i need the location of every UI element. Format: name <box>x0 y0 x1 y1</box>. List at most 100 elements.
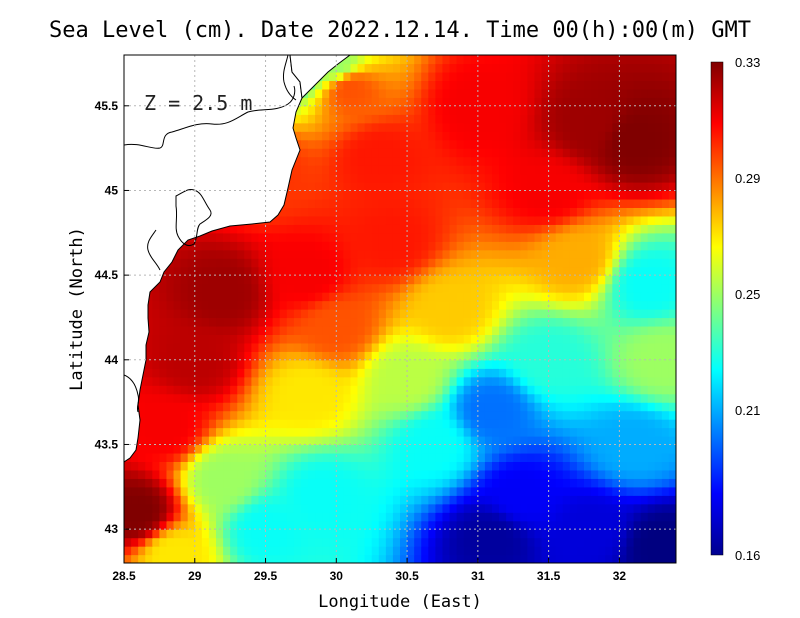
field-cell <box>562 55 571 65</box>
field-cell <box>527 478 536 488</box>
field-cell <box>336 317 344 327</box>
field-cell <box>392 190 401 200</box>
field-cell <box>668 427 676 437</box>
field-cell <box>654 452 663 462</box>
field-cell <box>654 190 663 200</box>
field-cell <box>180 436 189 446</box>
field-cell <box>293 376 302 386</box>
field-cell <box>286 207 295 217</box>
field-cell <box>315 241 323 251</box>
field-cell <box>435 182 444 192</box>
field-cell <box>265 224 274 234</box>
field-cell <box>562 469 571 479</box>
field-cell <box>201 292 210 302</box>
field-cell <box>541 503 550 513</box>
field-cell <box>350 469 359 479</box>
field-cell <box>201 436 210 446</box>
field-cell <box>456 105 465 115</box>
field-cell <box>308 283 316 293</box>
field-cell <box>357 385 366 395</box>
field-cell <box>308 173 316 183</box>
field-cell <box>145 461 153 471</box>
field-cell <box>463 114 472 124</box>
field-cell <box>173 410 182 420</box>
field-cell <box>308 190 316 200</box>
field-cell <box>251 342 260 352</box>
field-cell <box>506 469 514 479</box>
field-cell <box>506 232 514 242</box>
field-cell <box>343 368 352 378</box>
field-cell <box>329 71 337 81</box>
field-cell <box>343 503 352 513</box>
field-cell <box>442 198 451 208</box>
field-cell <box>626 520 635 530</box>
field-cell <box>477 224 486 234</box>
field-cell <box>463 427 472 437</box>
field-cell <box>208 325 217 335</box>
field-cell <box>407 198 415 208</box>
field-cell <box>449 241 458 251</box>
field-cell <box>329 402 337 412</box>
field-cell <box>315 317 323 327</box>
field-cell <box>180 427 189 437</box>
field-cell <box>584 80 592 90</box>
field-cell <box>194 461 203 471</box>
field-cell <box>322 114 330 124</box>
field-cell <box>654 503 663 513</box>
field-cell <box>591 385 599 395</box>
x-tick-label: 29 <box>188 569 202 583</box>
field-cell <box>584 452 592 462</box>
field-cell <box>513 207 521 217</box>
field-cell <box>668 402 676 412</box>
field-cell <box>138 385 146 395</box>
field-cell <box>548 105 557 115</box>
field-cell <box>541 461 550 471</box>
field-cell <box>612 156 620 166</box>
field-cell <box>668 469 676 479</box>
field-cell <box>173 334 182 344</box>
field-cell <box>308 300 316 310</box>
field-cell <box>322 351 330 361</box>
field-cell <box>555 495 564 505</box>
field-cell <box>173 444 182 454</box>
field-cell <box>647 317 656 327</box>
field-cell <box>364 334 373 344</box>
field-cell <box>654 325 663 335</box>
field-cell <box>407 165 415 175</box>
field-cell <box>619 114 628 124</box>
field-cell <box>421 275 429 285</box>
field-cell <box>640 215 649 225</box>
field-cell <box>315 249 323 259</box>
field-cell <box>421 71 429 81</box>
field-cell <box>400 283 408 293</box>
field-cell <box>230 334 238 344</box>
field-cell <box>520 224 528 234</box>
field-cell <box>492 359 500 369</box>
field-cell <box>442 376 451 386</box>
field-cell <box>201 512 210 522</box>
field-cell <box>633 224 642 234</box>
field-cell <box>456 122 465 132</box>
field-cell <box>343 512 352 522</box>
field-cell <box>527 512 536 522</box>
field-cell <box>357 148 366 158</box>
field-cell <box>527 114 536 124</box>
field-cell <box>598 427 606 437</box>
field-cell <box>492 156 500 166</box>
field-cell <box>216 376 224 386</box>
field-cell <box>661 402 670 412</box>
field-cell <box>668 554 676 563</box>
field-cell <box>499 452 507 462</box>
field-cell <box>548 503 557 513</box>
field-cell <box>435 283 444 293</box>
field-cell <box>506 241 514 251</box>
field-cell <box>315 402 323 412</box>
field-cell <box>364 224 373 234</box>
field-cell <box>414 385 422 395</box>
field-cell <box>350 368 359 378</box>
field-cell <box>279 419 288 429</box>
field-cell <box>456 520 465 530</box>
field-cell <box>619 461 628 471</box>
field-cell <box>499 495 507 505</box>
field-cell <box>223 393 231 403</box>
